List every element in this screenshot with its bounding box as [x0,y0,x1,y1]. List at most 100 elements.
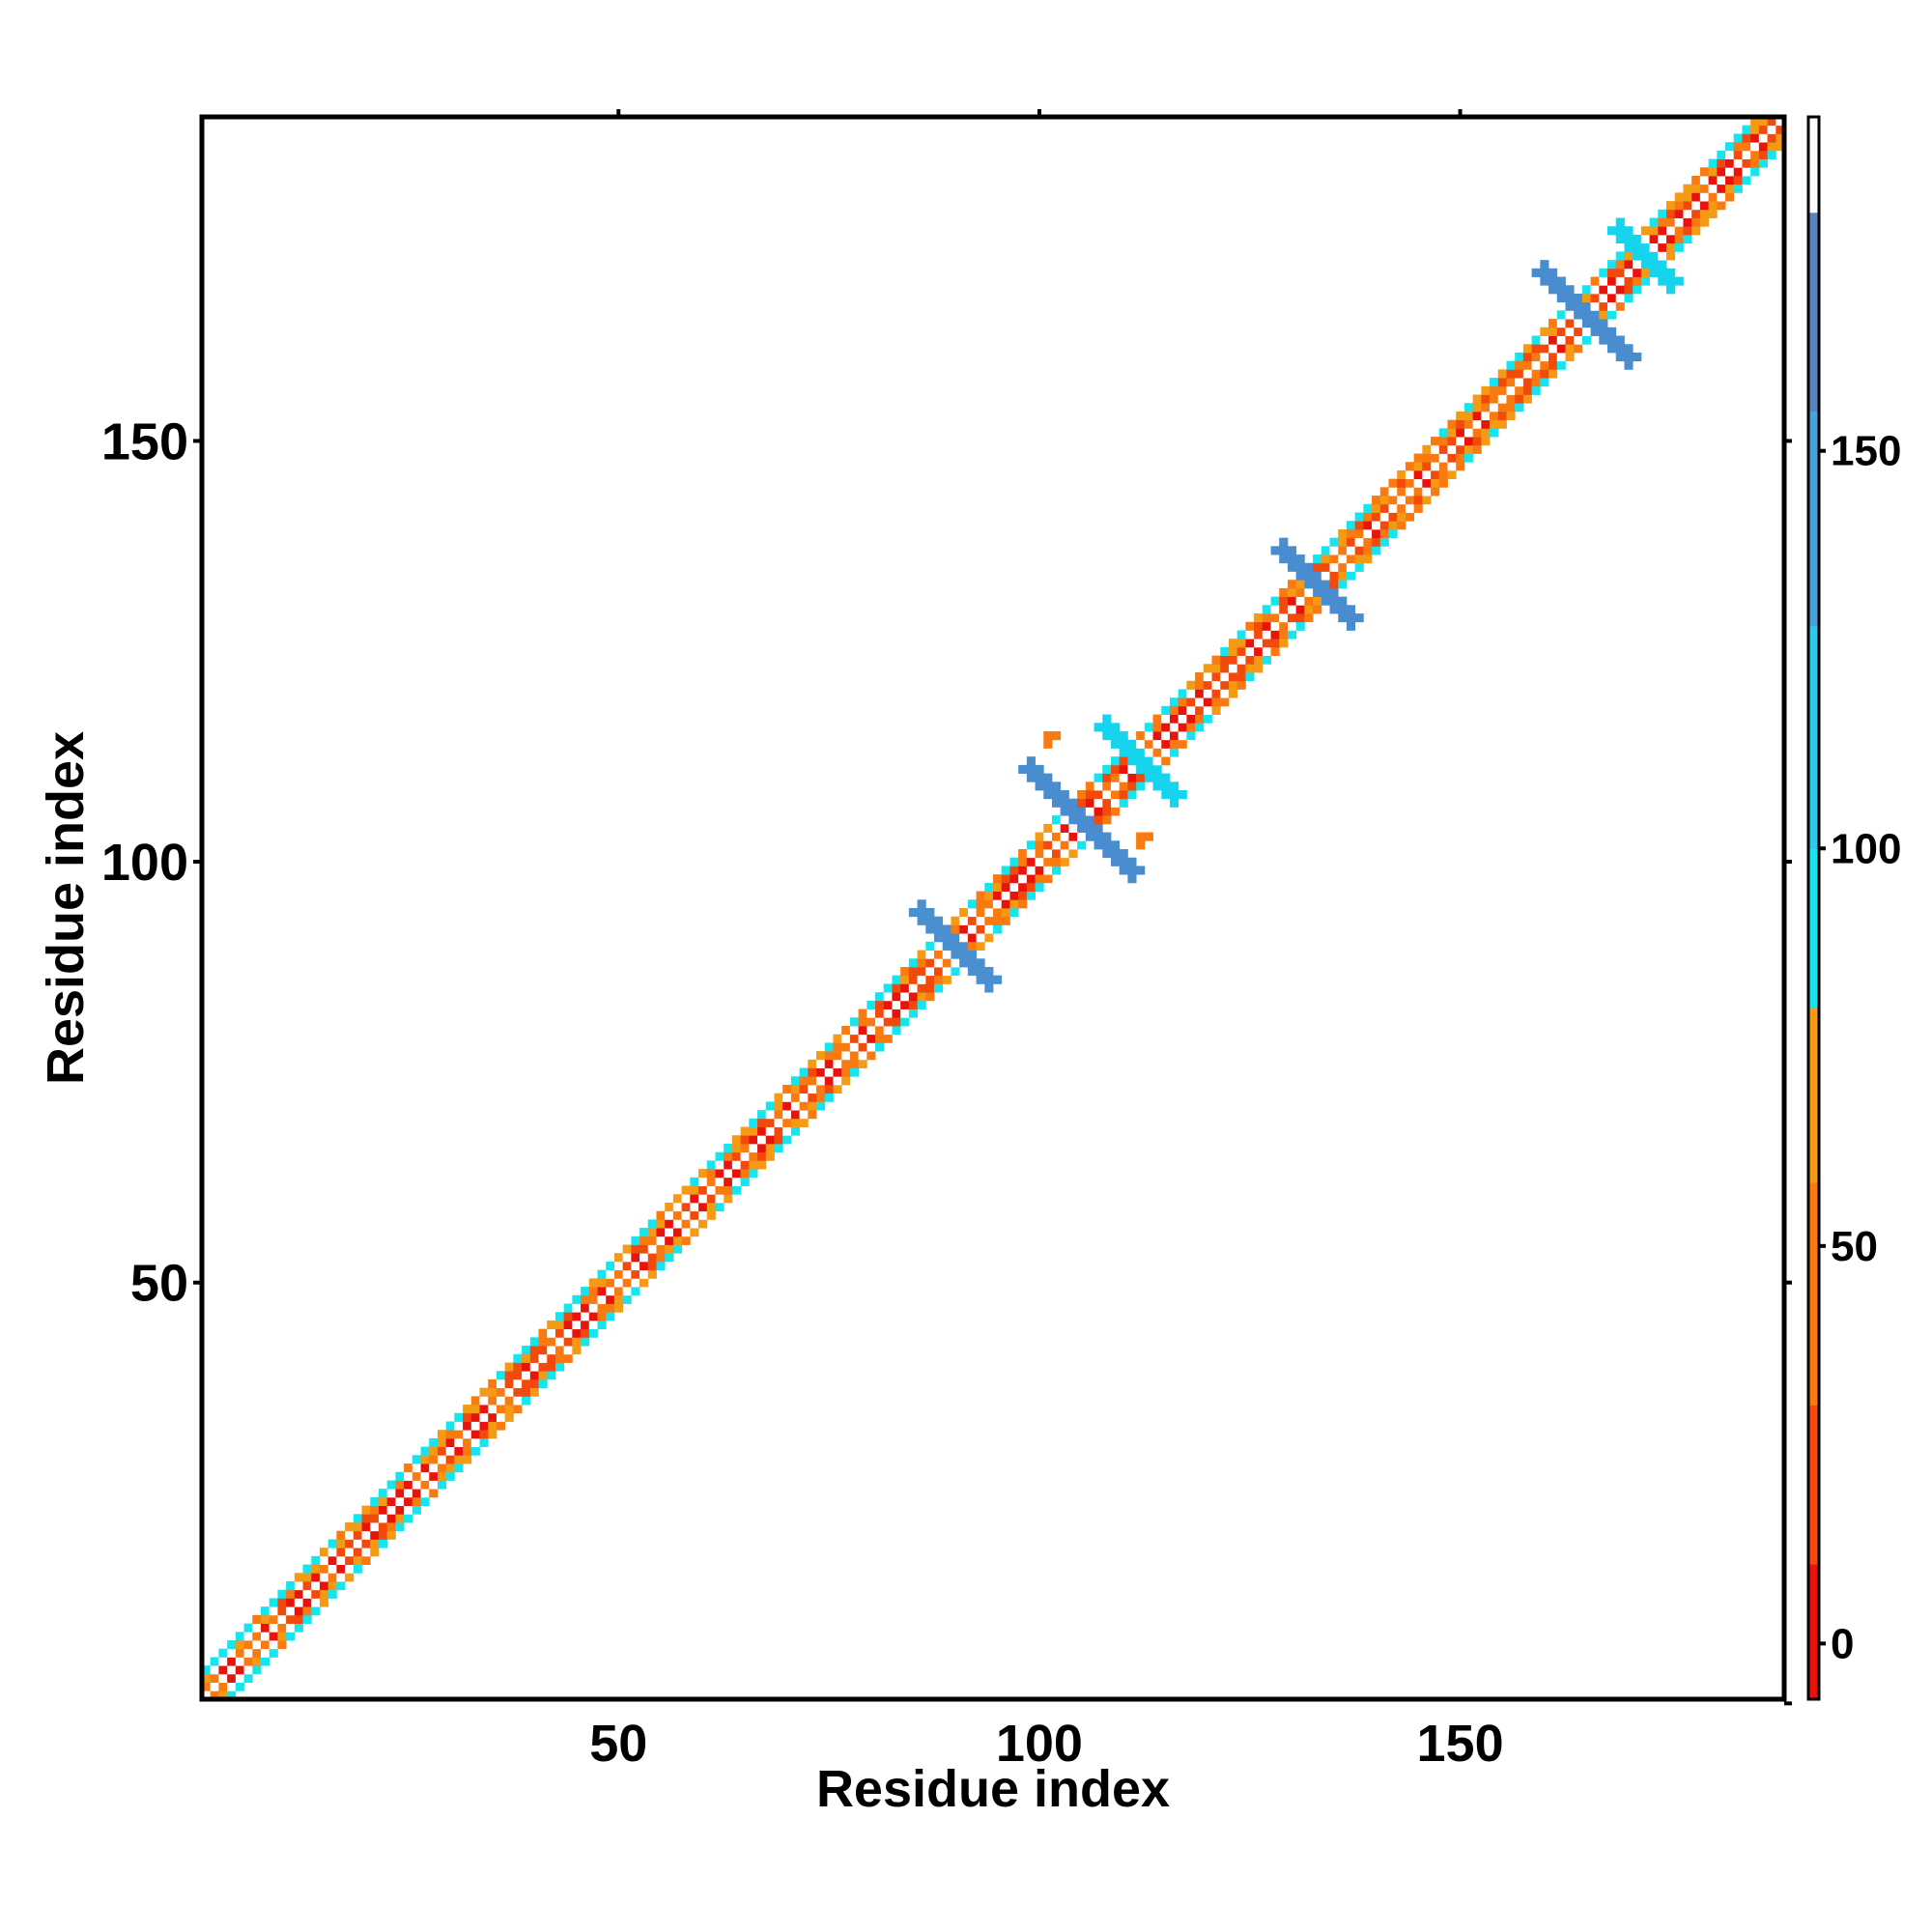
heatmap-cell [1574,335,1583,345]
heatmap-cell [1110,807,1121,816]
heatmap-cell [269,1648,278,1658]
heatmap-cell [336,1539,346,1548]
heatmap-cell [420,1480,430,1490]
heatmap-cell [1379,496,1389,505]
heatmap-cell [1674,234,1684,244]
heatmap-cell [336,1581,346,1591]
heatmap-cell [613,1287,624,1296]
heatmap-cell [908,975,918,984]
heatmap-cell [1548,344,1558,354]
heatmap-cell [934,933,944,943]
heatmap-cell [581,1312,590,1321]
plot-frame [199,114,1787,1702]
heatmap-cell [1405,512,1415,522]
heatmap-cell [724,1194,733,1204]
heatmap-cell [581,1287,590,1296]
heatmap-cell [639,1261,649,1271]
heatmap-cell [606,1287,615,1296]
heatmap-cell [1691,226,1701,236]
heatmap-cell [1379,512,1389,522]
heatmap-cell [942,950,952,959]
heatmap-cell [1313,562,1322,572]
heatmap-cell [1758,117,1768,127]
heatmap-cell [1338,528,1348,539]
heatmap-cell [665,1210,674,1220]
heatmap-cell [1152,731,1162,741]
heatmap-cell [1009,899,1019,909]
heatmap-cell [1556,293,1566,303]
heatmap-cell [479,1430,489,1439]
heatmap-cell [1077,790,1087,800]
heatmap-cell [1624,344,1634,354]
heatmap-cell [1691,201,1701,211]
heatmap-cell [370,1496,380,1506]
heatmap-cell [1254,639,1264,648]
heatmap-cell [1169,714,1179,724]
heatmap-cell [302,1614,312,1624]
colorbar: 0 50 100 150 [1784,115,1901,1706]
heatmap-cell [1556,310,1566,320]
heatmap-cell [1119,731,1128,741]
heatmap-cell [504,1362,514,1372]
heatmap-cell [1624,360,1634,370]
heatmap-cell [588,1312,598,1321]
heatmap-cell [1068,849,1078,859]
heatmap-cell [1186,723,1196,732]
heatmap-cell [1540,378,1549,387]
heatmap-cell [1599,301,1608,311]
heatmap-cell [488,1405,497,1414]
heatmap-cell [1035,882,1044,892]
heatmap-cell [361,1530,371,1540]
heatmap-cell [1633,352,1642,362]
heatmap-cell [1658,251,1667,261]
heatmap-cell [917,983,926,993]
heatmap-cell [841,1042,851,1052]
heatmap-cell [479,1387,489,1397]
heatmap-cell [277,1623,287,1633]
heatmap-cell [1304,596,1314,606]
heatmap-cell [1329,596,1339,606]
heatmap-cell [639,1278,649,1288]
heatmap-cell [1077,798,1087,808]
heatmap-cell [925,975,935,984]
heatmap-cell [1447,444,1457,454]
heatmap-cell [1287,621,1297,631]
heatmap-cell [1640,226,1650,236]
heatmap-cell [1456,428,1465,438]
heatmap-cell [875,1042,885,1052]
heatmap-cell [1666,226,1676,236]
heatmap-cell [1127,756,1137,766]
heatmap-cell [412,1463,421,1473]
heatmap-cell [1615,285,1625,295]
heatmap-cell [538,1371,548,1380]
heatmap-cell [420,1463,430,1473]
heatmap-cell [1658,276,1667,286]
heatmap-cell [1279,630,1289,639]
heatmap-cell [1717,201,1726,211]
heatmap-cell [454,1421,464,1431]
heatmap-cell [370,1548,380,1557]
heatmap-cell [1674,192,1684,202]
heatmap-cell [386,1496,396,1506]
heatmap-cell [631,1278,640,1288]
heatmap-cell [1102,723,1112,732]
heatmap-cell [959,958,969,968]
heatmap-cell [808,1067,817,1077]
heatmap-cell [681,1228,691,1237]
heatmap-cell [1346,621,1356,631]
heatmap-cell [1026,773,1036,782]
heatmap-cell [1431,453,1440,463]
heatmap-cell [1136,866,1146,875]
heatmap-cell [1540,260,1549,270]
heatmap-cell [1018,857,1028,867]
heatmap-cell [1463,453,1474,463]
heatmap-cell [1287,562,1297,572]
heatmap-cell [260,1632,270,1641]
heatmap-cell [774,1101,783,1111]
heatmap-cell [993,899,1003,909]
heatmap-cell [959,924,969,934]
heatmap-cell [1548,360,1558,370]
heatmap-cell [1262,655,1271,665]
heatmap-cell [883,992,893,1002]
heatmap-cell [345,1522,355,1532]
